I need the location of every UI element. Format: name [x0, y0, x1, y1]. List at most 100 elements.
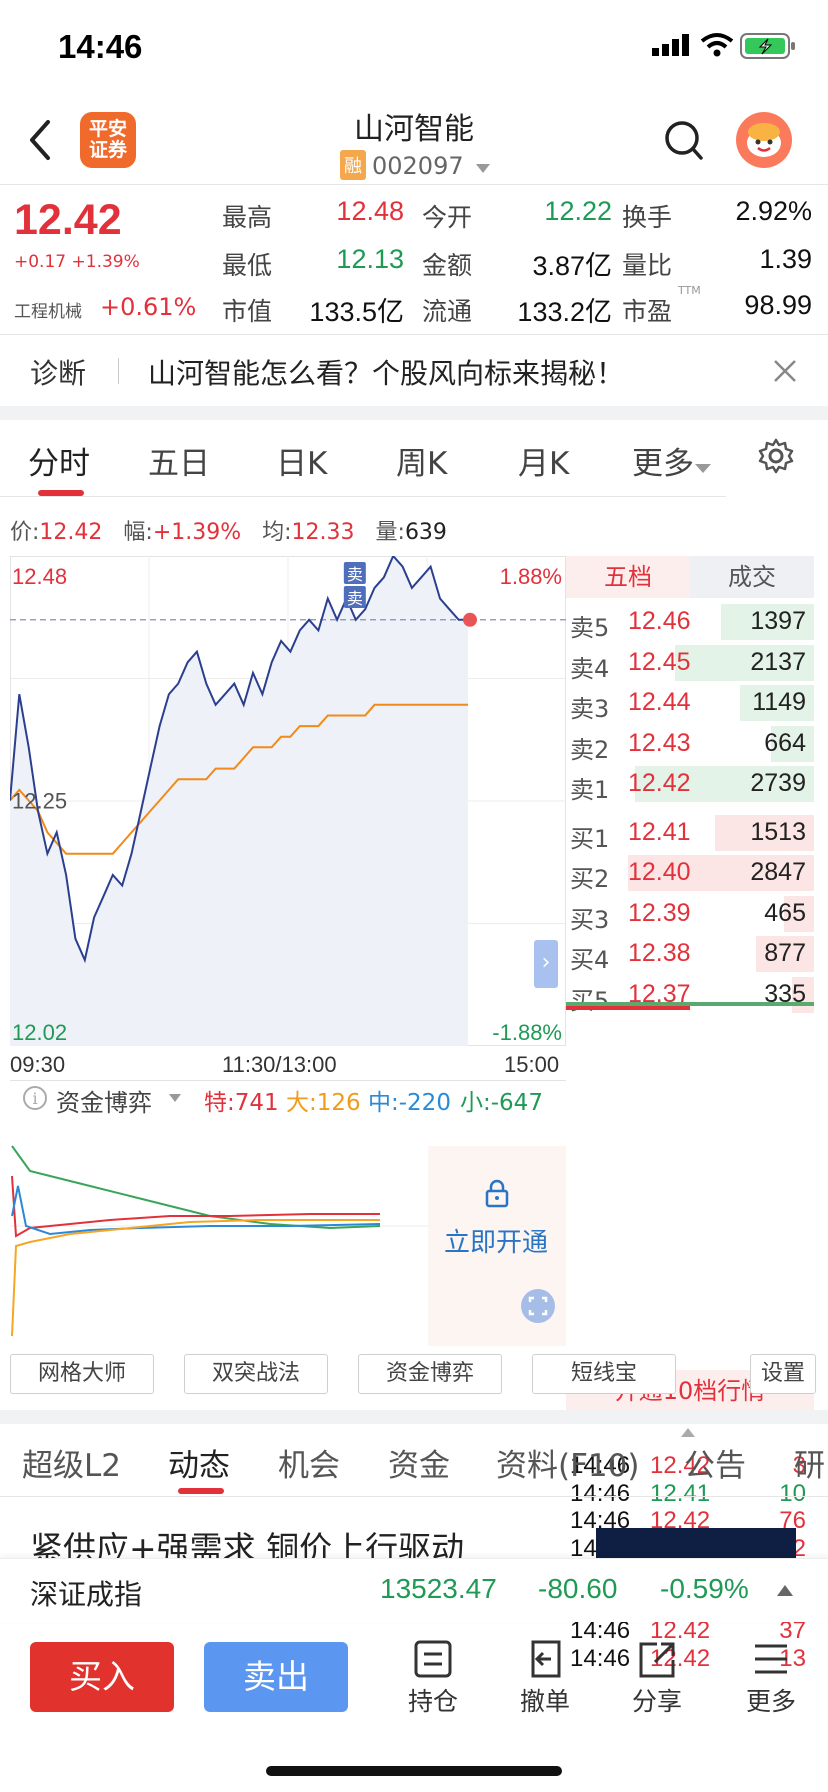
stat-value: 3.87亿 [532, 251, 612, 281]
share-icon [639, 1642, 675, 1678]
positions-button[interactable]: 持仓 [388, 1640, 478, 1718]
back-icon[interactable] [26, 118, 56, 162]
stat-value: 12.48 [336, 196, 404, 226]
bid-row[interactable]: 买4 12.38 877 [566, 934, 814, 974]
tab-weekly-k[interactable]: 周K [396, 446, 448, 482]
special-flow-line [11, 1175, 380, 1238]
tab-monthly-k[interactable]: 月K [518, 446, 570, 482]
sell-button[interactable]: 卖出 [204, 1642, 348, 1712]
spread-divider [566, 1006, 690, 1010]
diagnosis-text[interactable]: 山河智能怎么看？个股风向标来揭秘！ [148, 357, 625, 390]
cancel-order-label: 撤单 [519, 1687, 570, 1716]
stat-value: 12.13 [336, 244, 404, 274]
industry-change: +0.61% [100, 293, 197, 321]
tab-more[interactable]: 更多 [632, 438, 712, 483]
tab-announcements[interactable]: 公告 [684, 1448, 746, 1484]
cancel-order-button[interactable]: 撤单 [500, 1640, 590, 1718]
more-button[interactable]: 更多 [726, 1640, 816, 1718]
tool-short-term[interactable]: 短线宝 [532, 1354, 676, 1394]
industry-name[interactable]: 工程机械 [14, 302, 82, 322]
ask-row[interactable]: 卖2 12.43 664 [566, 724, 814, 764]
intraday-chart[interactable]: 卖卖 12.48 12.25 12.02 1.88% -1.88% [10, 556, 566, 1046]
level-volume: 1513 [750, 817, 806, 846]
info-price: 12.42 [39, 520, 103, 545]
level-price: 12.41 [628, 817, 691, 846]
x-tick: 09:30 [10, 1052, 66, 1077]
y-tick-mid: 12.25 [12, 789, 67, 814]
caret-down-icon [476, 164, 491, 173]
level-label: 买2 [570, 865, 610, 893]
status-bar: 14:46 [0, 0, 828, 92]
lock-icon [485, 1179, 509, 1208]
fund-panel-title[interactable]: 资金博弈 [56, 1089, 152, 1117]
stat-label: 金额 [422, 251, 473, 280]
tool-double-breakout[interactable]: 双突战法 [184, 1354, 328, 1394]
index-name: 深证成指 [30, 1578, 143, 1611]
news-headline[interactable]: 紧供应+强需求 铜价上行驱动 [30, 1529, 465, 1558]
menu-icon [755, 1644, 787, 1674]
price-area [10, 556, 468, 1046]
tab-trades[interactable]: 成交 [690, 556, 814, 598]
ask-row[interactable]: 卖5 12.46 1397 [566, 602, 814, 642]
trade-tick-row: 14:46 12.42 3 [566, 1452, 814, 1483]
ask-row[interactable]: 卖3 12.44 1149 [566, 683, 814, 723]
avatar[interactable] [736, 112, 792, 168]
ask-row[interactable]: 卖4 12.45 2137 [566, 643, 814, 683]
share-button[interactable]: 分享 [612, 1640, 702, 1718]
volume-bar [635, 766, 814, 802]
tab-f10[interactable]: 资料(F10) [496, 1448, 640, 1484]
chart-info-row: 价:12.42 幅:+1.39% 均:12.33 量:639 [10, 514, 447, 546]
bid-row[interactable]: 买3 12.39 465 [566, 894, 814, 934]
tool-grid-master[interactable]: 网格大师 [10, 1354, 154, 1394]
fund-da: 大:126 [286, 1090, 361, 1116]
cellular-signal-icon [652, 34, 689, 56]
news-thumbnail[interactable] [596, 1528, 796, 1558]
tab-news-feed[interactable]: 动态 [168, 1448, 230, 1484]
settings-gear-icon[interactable] [758, 438, 794, 474]
stock-code[interactable]: 融 002097 [340, 150, 491, 180]
tool-fund-game[interactable]: 资金博弈 [358, 1354, 502, 1394]
tick-price: 12.41 [650, 1479, 711, 1507]
level-label: 卖1 [570, 776, 610, 804]
index-pct: -0.59% [660, 1573, 749, 1604]
index-ticker-bar[interactable]: 深证成指 13523.47 -80.60 -0.59% [0, 1558, 828, 1622]
diagnosis-label[interactable]: 诊断 [30, 357, 87, 390]
tool-settings[interactable]: 设置 [750, 1354, 816, 1394]
fullscreen-icon[interactable] [520, 1288, 556, 1324]
search-icon[interactable] [664, 118, 704, 162]
positions-label: 持仓 [407, 1687, 458, 1716]
volume-bar [674, 644, 814, 681]
buy-button[interactable]: 买入 [30, 1642, 174, 1712]
bid-row[interactable]: 买2 12.40 2847 [566, 853, 814, 893]
level-price: 12.40 [628, 858, 691, 886]
caret-up-icon[interactable] [680, 1426, 696, 1438]
spread-divider [566, 1002, 814, 1006]
tab-opportunity[interactable]: 机会 [278, 1448, 340, 1484]
level-label: 卖3 [570, 695, 610, 723]
tab-daily-k[interactable]: 日K [276, 446, 328, 482]
volume-bar [784, 895, 814, 932]
broker-logo: 平安 证券 [80, 112, 136, 168]
level-volume: 2137 [750, 647, 806, 676]
fund-te: 特:741 [204, 1090, 279, 1116]
current-price-dot [463, 612, 477, 627]
tab-five-levels[interactable]: 五档 [566, 556, 690, 598]
close-icon[interactable] [772, 358, 798, 384]
tab-five-day[interactable]: 五日 [148, 446, 210, 482]
wifi-icon [700, 33, 734, 57]
level-price: 12.42 [628, 769, 691, 797]
change-pct: +1.39% [71, 252, 140, 272]
tab-super-l2[interactable]: 超级L2 [22, 1448, 121, 1484]
bid-row[interactable]: 买1 12.41 1513 [566, 813, 814, 853]
info-icon[interactable]: i [22, 1085, 48, 1111]
unlock-button[interactable]: 立即开通 [444, 1228, 549, 1258]
tab-research[interactable]: 研 [794, 1448, 825, 1484]
level-price: 12.38 [628, 939, 691, 967]
tab-funds[interactable]: 资金 [388, 1448, 450, 1484]
ask-row[interactable]: 卖1 12.42 2739 [566, 764, 814, 804]
index-change: -80.60 [538, 1573, 618, 1604]
caret-down-icon[interactable] [168, 1093, 182, 1103]
tab-intraday[interactable]: 分时 [28, 446, 90, 482]
expand-panel-handle[interactable]: › [534, 940, 558, 988]
volume-bar [715, 814, 814, 851]
